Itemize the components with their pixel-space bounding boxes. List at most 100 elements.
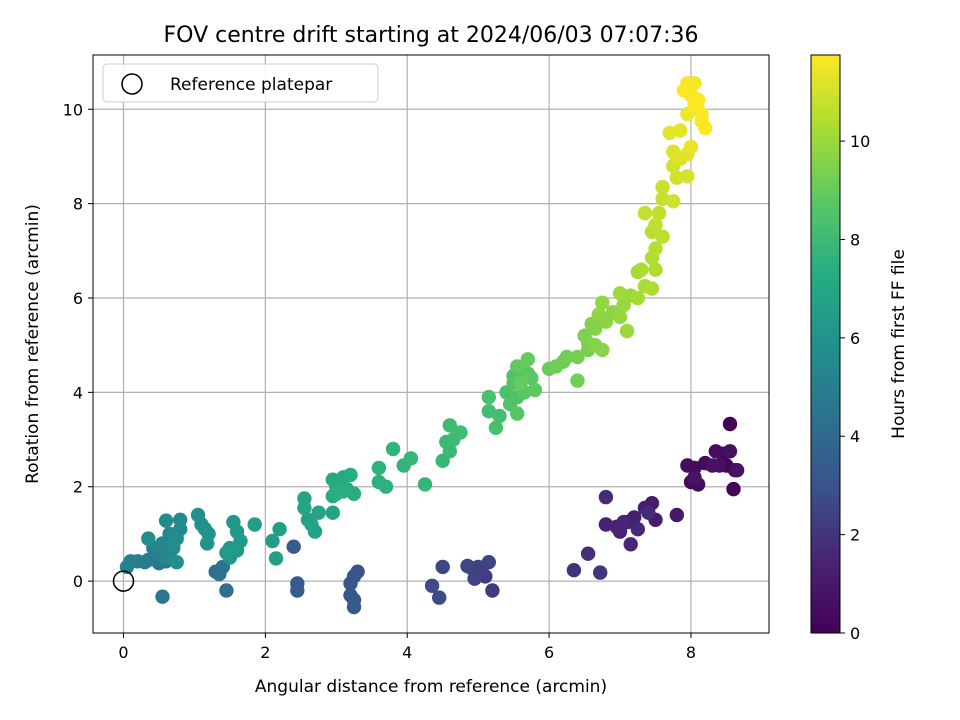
data-point: [570, 349, 585, 365]
data-point: [687, 76, 702, 91]
data-point: [644, 281, 660, 296]
data-point: [593, 565, 608, 580]
data-point: [637, 205, 653, 221]
y-tick-label: 4: [73, 383, 83, 402]
data-point: [641, 505, 656, 520]
data-point: [371, 460, 387, 476]
colorbar-tick-label: 4: [850, 427, 860, 446]
y-tick-label: 2: [73, 478, 83, 497]
colorbar-tick-label: 8: [850, 230, 860, 249]
data-point: [598, 489, 614, 505]
data-point: [527, 382, 543, 398]
data-point: [612, 286, 628, 301]
data-point: [219, 583, 234, 598]
data-point: [648, 241, 663, 256]
data-point: [722, 444, 738, 459]
data-point: [481, 555, 496, 570]
data-point: [510, 406, 525, 421]
x-tick-label: 2: [260, 643, 270, 662]
y-axis-label: Rotation from reference (arcmin): [23, 204, 43, 484]
data-point: [488, 420, 504, 435]
data-point: [676, 83, 692, 98]
data-point: [595, 342, 610, 358]
data-point: [155, 589, 170, 604]
data-point: [166, 538, 181, 553]
data-point: [673, 123, 688, 138]
data-point: [481, 404, 496, 419]
data-points: [119, 76, 745, 615]
y-tick-label: 10: [63, 100, 83, 119]
colorbar-tick-label: 6: [850, 329, 860, 348]
data-point: [424, 578, 440, 593]
y-tick-label: 0: [73, 572, 83, 591]
x-tick-label: 0: [118, 643, 128, 662]
data-point: [619, 323, 635, 339]
data-point: [141, 531, 156, 546]
data-point: [577, 328, 592, 343]
data-point: [453, 425, 468, 440]
data-point: [669, 507, 684, 523]
x-axis-label: Angular distance from reference (arcmin): [255, 677, 607, 697]
y-tick-label: 6: [73, 289, 83, 308]
data-point: [304, 517, 319, 532]
colorbar-gradient: [810, 54, 841, 634]
data-point: [705, 458, 720, 473]
data-point: [698, 120, 713, 136]
data-point: [623, 537, 638, 552]
legend-box: [102, 63, 379, 103]
data-point: [219, 545, 234, 560]
colorbar: 0 2 4 6 8 10 Hours from first FF file: [810, 54, 909, 643]
data-point: [467, 571, 482, 586]
data-point: [580, 546, 596, 561]
data-point: [566, 563, 582, 578]
data-point: [616, 514, 631, 530]
data-point: [286, 539, 301, 554]
data-point: [265, 533, 280, 549]
data-point: [683, 139, 699, 155]
y-axis-ticks: 0 2 4 6 8 10: [63, 100, 93, 591]
data-point: [570, 373, 585, 388]
data-point: [513, 375, 528, 391]
data-point: [591, 307, 606, 322]
data-point: [648, 262, 663, 277]
data-point: [435, 559, 450, 575]
data-point: [708, 444, 723, 459]
reference-marker-group: [112, 570, 135, 592]
data-point: [687, 470, 702, 485]
data-point: [666, 194, 681, 209]
data-point: [311, 505, 326, 520]
data-point: [290, 583, 305, 598]
data-point: [158, 513, 174, 528]
data-point: [687, 97, 702, 112]
reference-platepar-marker: [112, 570, 135, 592]
data-point: [297, 491, 312, 506]
legend: Reference platepar: [102, 63, 379, 103]
x-tick-label: 4: [402, 643, 412, 662]
data-point: [722, 416, 738, 432]
data-point: [595, 295, 610, 310]
y-tick-label: 8: [73, 195, 83, 214]
legend-marker-icon: [121, 73, 143, 95]
data-point: [137, 555, 152, 570]
data-point: [612, 309, 628, 325]
data-point: [378, 479, 394, 494]
data-point: [336, 484, 351, 499]
data-point: [492, 408, 507, 424]
data-point: [343, 576, 358, 591]
legend-entry-reference-platepar: Reference platepar: [170, 75, 332, 95]
colorbar-tick-label: 0: [850, 624, 860, 643]
data-point: [432, 590, 447, 605]
data-point: [630, 522, 645, 537]
data-point: [403, 451, 418, 466]
data-point: [481, 389, 496, 405]
x-axis-ticks: 0 2 4 6 8: [118, 633, 696, 662]
data-point: [343, 467, 358, 483]
colorbar-tick-label: 2: [850, 526, 860, 545]
data-point: [726, 481, 741, 497]
data-point: [272, 522, 287, 537]
data-point: [268, 551, 284, 566]
x-tick-label: 8: [686, 643, 696, 662]
x-tick-label: 6: [544, 643, 554, 662]
data-point: [634, 262, 649, 277]
data-point: [385, 441, 401, 457]
